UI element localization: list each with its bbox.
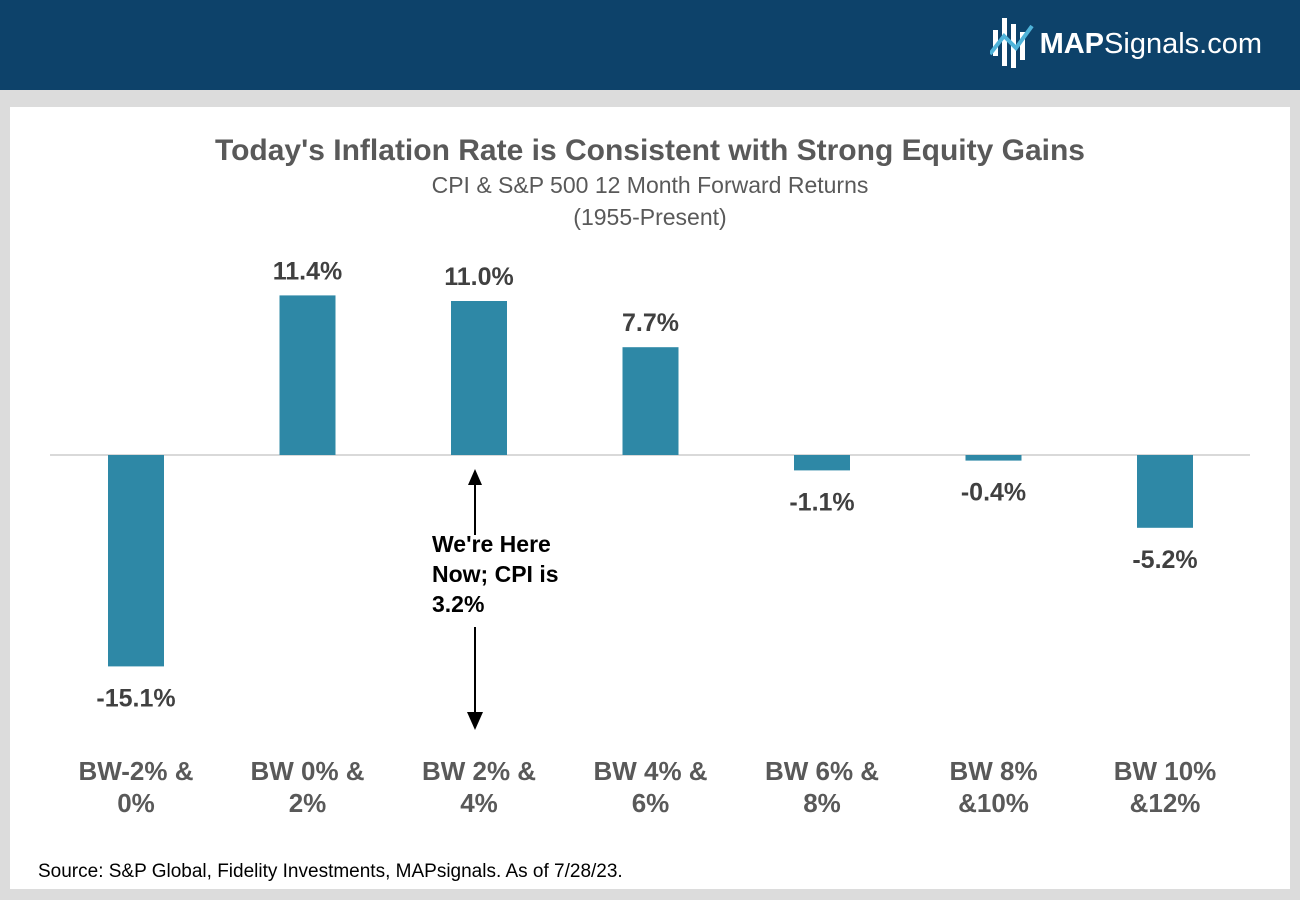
category-label-3-1: 6%	[632, 788, 670, 818]
bar-2	[451, 301, 507, 455]
category-label-3-0: BW 4% &	[593, 756, 707, 786]
value-label-6: -5.2%	[1132, 546, 1197, 574]
annotation-line-2: 3.2%	[432, 591, 484, 617]
bar-0	[108, 455, 164, 667]
category-label-0-0: BW-2% &	[78, 756, 193, 786]
brand-name: MAPSignals.com	[1039, 28, 1262, 60]
category-label-6-1: &12%	[1130, 788, 1201, 818]
chart-subtitle: CPI & S&P 500 12 Month Forward Returns	[432, 172, 869, 198]
bar-5	[965, 455, 1022, 461]
category-label-2-1: 4%	[460, 788, 498, 818]
value-label-2: 11.0%	[444, 263, 514, 291]
value-label-1: 11.4%	[273, 257, 343, 285]
brand-logo[interactable]: MAPSignals.com	[989, 14, 1262, 74]
value-label-3: 7.7%	[622, 309, 679, 337]
bar-chart: Today's Inflation Rate is Consistent wit…	[38, 134, 1250, 882]
annotation-line-1: Now; CPI is	[432, 561, 559, 587]
category-label-2-0: BW 2% &	[422, 756, 536, 786]
category-label-4-1: 8%	[803, 788, 841, 818]
category-label-4-0: BW 6% &	[765, 756, 879, 786]
current-cpi-annotation: We're Here Now; CPI is 3.2%	[432, 469, 559, 730]
category-label-5-1: &10%	[958, 788, 1029, 818]
value-label-0: -15.1%	[96, 684, 175, 712]
arrow-up-head	[468, 469, 482, 485]
bar-3	[622, 347, 679, 455]
chart-subtitle-period: (1955-Present)	[573, 204, 726, 230]
category-label-6-0: BW 10%	[1114, 756, 1217, 786]
source-note: Source: S&P Global, Fidelity Investments…	[38, 861, 623, 882]
bar-6	[1137, 455, 1193, 528]
category-label-0-1: 0%	[117, 788, 155, 818]
category-label-5-0: BW 8%	[949, 756, 1037, 786]
category-label-1-1: 2%	[289, 788, 327, 818]
mapsignals-logo-icon	[989, 18, 1034, 68]
value-label-5: -0.4%	[961, 479, 1026, 507]
arrow-down-head	[467, 712, 483, 730]
header-bar: MAPSignals.com	[0, 0, 1300, 90]
bar-1	[279, 295, 336, 455]
chart-title: Today's Inflation Rate is Consistent wit…	[215, 134, 1085, 167]
value-label-4: -1.1%	[789, 488, 854, 516]
annotation-line-0: We're Here	[432, 531, 551, 557]
chart-panel: Today's Inflation Rate is Consistent wit…	[10, 107, 1290, 889]
bar-4	[794, 455, 850, 471]
category-label-1-0: BW 0% &	[250, 756, 364, 786]
